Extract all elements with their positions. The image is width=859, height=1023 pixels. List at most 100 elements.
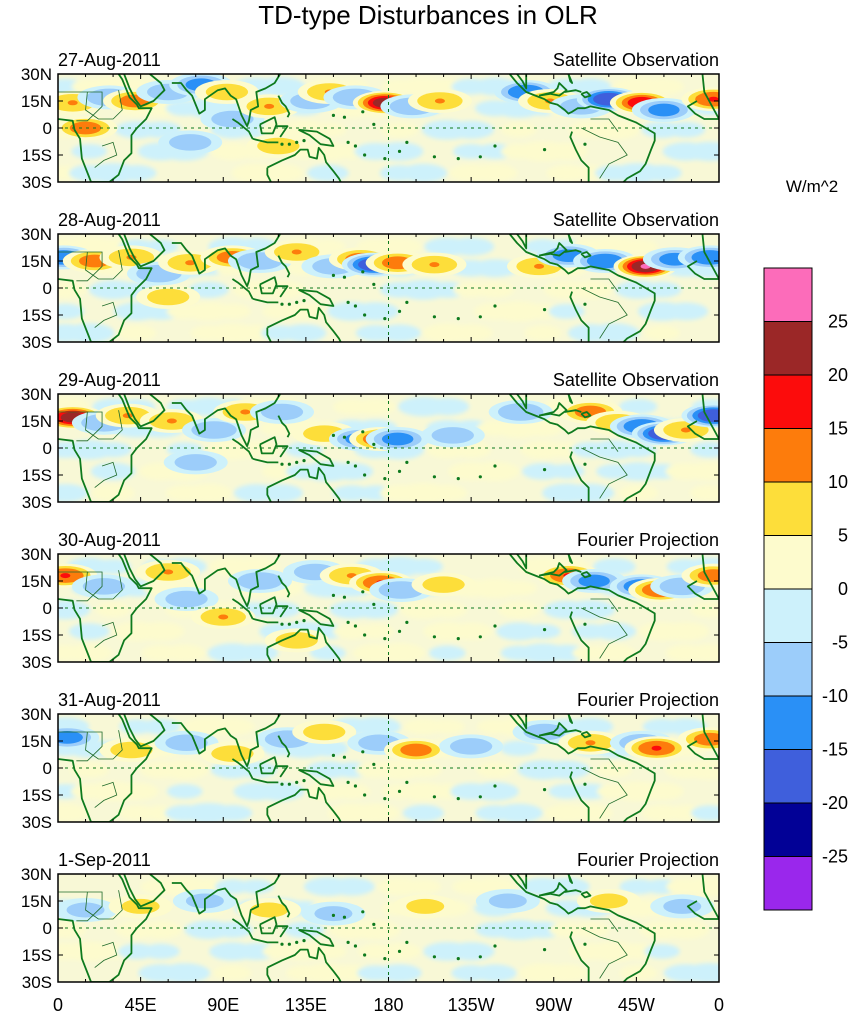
anomaly-blob [393, 894, 458, 919]
coastline [231, 278, 254, 300]
coastline [701, 394, 719, 440]
coastline [701, 874, 719, 920]
anomaly-field [58, 545, 719, 662]
texture-cell [618, 238, 658, 255]
island-mark [361, 110, 365, 114]
anomaly-core [708, 96, 719, 102]
coastline [58, 394, 153, 502]
coastline [123, 234, 166, 268]
panel-source: Fourier Projection [577, 690, 719, 710]
island-mark [583, 462, 587, 466]
colorbar-tick-label: 5 [838, 526, 848, 546]
colorbar-tick-label: 20 [828, 365, 848, 385]
coastline [701, 554, 719, 600]
y-tick-label: 30S [22, 493, 52, 512]
coastline [686, 900, 719, 920]
coastline [569, 451, 590, 502]
texture-cell [330, 462, 374, 480]
island-mark [280, 942, 284, 946]
coastline [259, 276, 278, 295]
chart-title: TD-type Disturbances in OLR [258, 0, 598, 30]
texture-cell [447, 942, 495, 961]
island-mark [295, 780, 299, 785]
country-border [581, 927, 628, 979]
anomaly-blob [163, 450, 228, 475]
y-tick-label: 0 [43, 279, 52, 298]
anomaly-core [392, 436, 403, 442]
texture-cell [69, 762, 109, 778]
texture-cell [307, 740, 349, 757]
anomaly-core [310, 569, 321, 575]
coastline [701, 714, 719, 760]
texture-cell [642, 282, 682, 298]
texture-cell [328, 877, 375, 896]
coastline [686, 100, 719, 120]
colorbar-tick-label: -5 [832, 633, 848, 653]
anomaly-core [603, 898, 614, 904]
coastline [538, 882, 568, 897]
y-tick-label: 15S [22, 146, 52, 165]
country-border [590, 278, 619, 292]
coastline [171, 74, 281, 128]
anomaly-blob [512, 720, 577, 744]
island-mark [478, 635, 482, 639]
island-mark [478, 155, 482, 159]
coastline [297, 545, 315, 552]
texture-cell [403, 558, 443, 575]
colorbar-swatch [763, 802, 813, 857]
anomaly-core [680, 427, 691, 433]
country-border [85, 410, 123, 440]
anomaly-core [185, 139, 196, 145]
panel-5: 30N 15N 0 15S 30S 31-Aug-2011 Fourier Projecti… [21, 690, 720, 832]
coastline [516, 714, 528, 730]
texture-cell [475, 282, 515, 298]
anomaly-core [319, 431, 330, 437]
country-border [94, 621, 118, 648]
coastline [580, 91, 592, 99]
island-mark [493, 464, 497, 468]
island-mark [287, 782, 291, 786]
texture-cell [238, 879, 274, 894]
anomaly-blob [136, 285, 201, 309]
anomaly-blob [475, 889, 540, 913]
coastline [516, 394, 528, 410]
anomaly-core [563, 253, 574, 259]
island-mark [361, 750, 365, 754]
anomaly-core [163, 569, 174, 575]
country-border [94, 781, 118, 808]
country-border [590, 758, 619, 772]
island-mark [583, 622, 587, 626]
coastline [297, 705, 315, 712]
y-tick-label: 0 [43, 599, 52, 618]
island-mark [302, 139, 306, 143]
anomaly-core [181, 740, 192, 746]
coastline [171, 874, 281, 928]
texture-cell [309, 943, 347, 959]
texture-cell [476, 762, 514, 778]
coastlines [58, 74, 719, 182]
anomaly-core [319, 729, 330, 735]
anomaly-core [264, 103, 275, 109]
texture-cell [566, 483, 615, 502]
anomaly-core [466, 743, 477, 749]
coastline [231, 438, 254, 460]
coastline [252, 297, 279, 304]
island-mark [331, 433, 336, 437]
texture-cell [210, 717, 255, 736]
texture-cell [565, 600, 616, 620]
texture-cell [619, 398, 658, 415]
island-mark [331, 593, 336, 598]
texture-cell [214, 303, 251, 319]
anomaly-core [80, 125, 91, 131]
anomaly-blob [411, 572, 476, 597]
anomaly-blob [237, 898, 302, 922]
island-mark [383, 157, 387, 161]
anomaly-blob [650, 894, 715, 919]
coastline [123, 74, 166, 108]
island-mark [287, 622, 291, 626]
y-tick-label: 30S [22, 173, 52, 192]
island-mark [295, 460, 299, 464]
island-mark [383, 637, 387, 641]
coastline [277, 415, 291, 438]
island-mark [287, 302, 291, 306]
